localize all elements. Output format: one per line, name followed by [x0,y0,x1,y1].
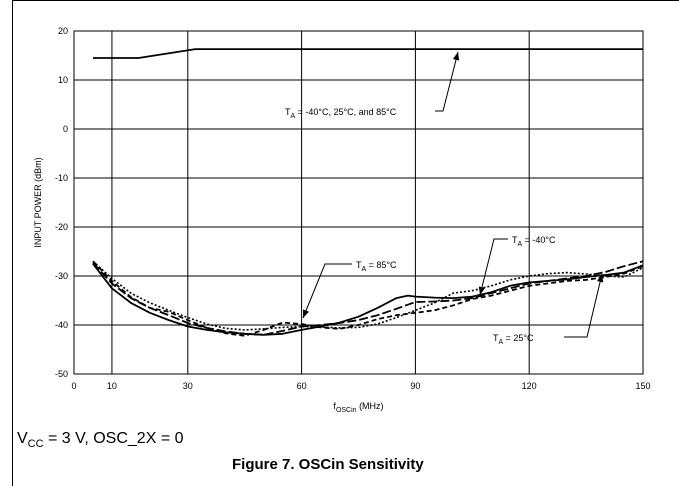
series-line-upper [93,48,643,59]
annotation-a25-rest: = 25°C [503,333,534,343]
annotation-a25: TA = 25°C [493,333,534,346]
x-axis-label-main: f [333,401,336,411]
x-tick-label: 0 [71,381,76,391]
annotation-leader-a25 [564,273,603,338]
annotation-a25-sub: A [499,339,504,346]
annotation-arrowhead-a85 [303,309,309,318]
plot-area-border [73,30,644,375]
x-tick-label: 150 [635,381,650,391]
y-tick-label: -50 [55,369,68,379]
annotation-a85-sub: A [362,266,367,273]
annotation-am40: TA = -40°C [512,235,556,248]
conditions-rest: = 3 V, OSC_2X = 0 [43,430,184,447]
annotation-am40-main: T [512,235,518,245]
x-tick-label: 120 [522,381,537,391]
conditions-v-sub: CC [27,438,44,451]
y-tick-label: 10 [58,75,68,85]
annotation-all-rest: = -40°C, 25°C, and 85°C [295,107,397,117]
frame-top-border [12,0,679,1]
x-tick-label: 10 [107,381,117,391]
annotation-a85-rest: = 85°C [366,260,397,270]
annotation-arrowhead-all [452,52,460,61]
annotation-leader-a85 [302,263,352,319]
series-line-t85 [92,263,644,336]
frame-left-border [12,0,13,486]
conditions-v: V [17,430,28,447]
x-axis-label: fOSCin (MHz) [333,401,383,414]
y-tick-label: 20 [58,26,68,36]
x-axis-label-unit: (MHz) [357,401,384,411]
annotation-all: TA = -40°C, 25°C, and 85°C [285,107,397,120]
test-conditions: VCC = 3 V, OSC_2X = 0 [17,430,184,450]
y-tick-label: -10 [55,173,68,183]
figure-caption: Figure 7. OSCin Sensitivity [232,456,424,473]
annotation-am40-rest: = -40°C [522,235,556,245]
annotation-arrowhead-a25 [597,274,604,283]
annotation-arrowhead-am40 [478,286,486,295]
x-axis-label-sub: OSCin [336,407,357,414]
annotation-leader-all [435,51,459,112]
x-tick-label: 60 [297,381,307,391]
y-tick-label: -30 [55,271,68,281]
x-tick-label: 30 [183,381,193,391]
series-line-dotted [92,260,644,331]
annotation-am40-sub: A [518,241,523,248]
series-line-tm40 [92,260,644,336]
annotation-a25-main: T [493,333,499,343]
y-axis-label: INPUT POWER (dBm) [33,157,43,247]
y-tick-label: -40 [55,320,68,330]
annotation-a85: TA = 85°C [356,260,397,273]
sensitivity-chart: 0 10 30 60 90 120 150 20 10 0 -10 -20 -30 -40 -50 INPUT… [33,26,651,414]
x-tick-label: 90 [410,381,420,391]
y-tick-label: -20 [55,222,68,232]
annotation-leader-am40 [479,238,508,296]
annotation-all-sub: A [291,113,296,120]
y-tick-label: 0 [63,124,68,134]
annotation-all-main: T [285,107,291,117]
series-line-t25 [92,260,644,337]
annotation-a85-main: T [356,260,362,270]
